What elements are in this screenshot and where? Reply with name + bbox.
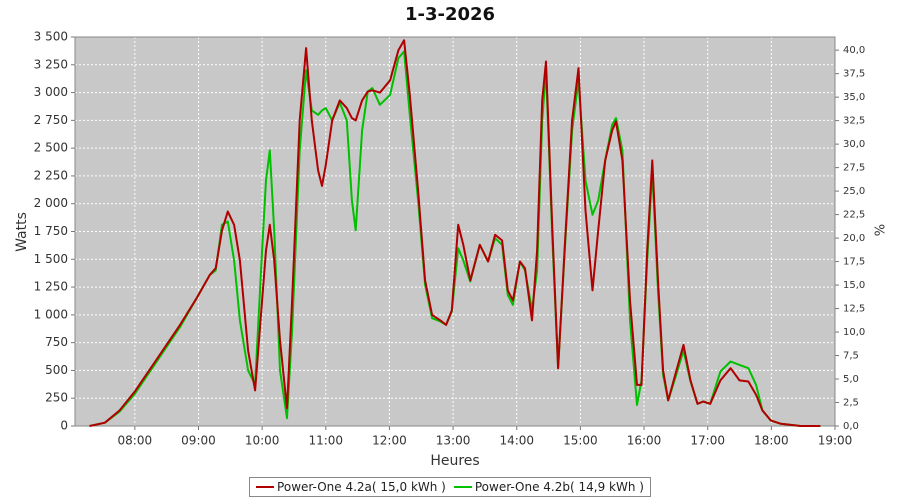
y-tick-label: 2 250 bbox=[34, 168, 68, 182]
y2-tick-label: 7,5 bbox=[843, 351, 859, 362]
y2-tick-label: 5,0 bbox=[843, 374, 859, 385]
y-tick-label: 3 000 bbox=[34, 85, 68, 99]
y2-tick-label: 27,5 bbox=[843, 163, 865, 174]
legend-label: Power-One 4.2a( 15,0 kWh ) bbox=[277, 480, 446, 494]
y-tick-label: 500 bbox=[45, 363, 68, 377]
legend-item: Power-One 4.2b( 14,9 kWh ) bbox=[453, 480, 644, 494]
y2-tick-label: 25,0 bbox=[843, 186, 865, 197]
x-tick-label: 17:00 bbox=[690, 434, 725, 448]
y2-tick-label: 15,0 bbox=[843, 280, 865, 291]
x-tick-label: 08:00 bbox=[118, 434, 153, 448]
x-tick-label: 13:00 bbox=[436, 434, 471, 448]
y2-tick-label: 10,0 bbox=[843, 327, 865, 338]
legend-swatch bbox=[256, 486, 275, 488]
x-axis-label: Heures bbox=[430, 453, 479, 469]
y-tick-label: 750 bbox=[45, 335, 68, 349]
x-tick-label: 19:00 bbox=[818, 434, 853, 448]
x-tick-label: 10:00 bbox=[245, 434, 280, 448]
y-tick-label: 0 bbox=[60, 419, 68, 433]
y2-tick-label: 30,0 bbox=[843, 139, 865, 150]
y2-tick-label: 37,5 bbox=[843, 69, 865, 80]
y-tick-label: 2 000 bbox=[34, 196, 68, 210]
y-tick-label: 1 000 bbox=[34, 307, 68, 321]
y-tick-label: 1 500 bbox=[34, 252, 68, 266]
y-tick-label: 250 bbox=[45, 391, 68, 405]
legend-label: Power-One 4.2b( 14,9 kWh ) bbox=[474, 480, 644, 494]
x-tick-label: 14:00 bbox=[499, 434, 534, 448]
x-tick-label: 15:00 bbox=[563, 434, 598, 448]
y2-tick-label: 2,5 bbox=[843, 398, 859, 409]
y2-axis-label: % bbox=[874, 224, 889, 236]
y2-tick-label: 12,5 bbox=[843, 304, 865, 315]
y-axis-label: Watts bbox=[14, 212, 30, 252]
y2-tick-label: 17,5 bbox=[843, 257, 865, 268]
y-tick-label: 3 500 bbox=[34, 30, 68, 44]
y-tick-label: 3 250 bbox=[34, 57, 68, 71]
x-tick-label: 18:00 bbox=[754, 434, 789, 448]
x-tick-label: 09:00 bbox=[181, 434, 216, 448]
x-tick-label: 12:00 bbox=[372, 434, 407, 448]
y2-tick-label: 22,5 bbox=[843, 210, 865, 221]
legend-item: Power-One 4.2a( 15,0 kWh ) bbox=[256, 480, 446, 494]
y2-tick-label: 20,0 bbox=[843, 233, 865, 244]
x-tick-label: 16:00 bbox=[627, 434, 662, 448]
y-tick-label: 1 750 bbox=[34, 224, 68, 238]
legend-swatch bbox=[453, 486, 472, 488]
y2-tick-label: 35,0 bbox=[843, 92, 865, 103]
legend: Power-One 4.2a( 15,0 kWh ) Power-One 4.2b… bbox=[0, 477, 900, 497]
y-tick-label: 1 250 bbox=[34, 280, 68, 294]
y2-tick-label: 32,5 bbox=[843, 116, 865, 127]
legend-box: Power-One 4.2a( 15,0 kWh ) Power-One 4.2b… bbox=[249, 477, 651, 497]
chart-title: 1-3-2026 bbox=[405, 4, 495, 25]
y-tick-label: 2 750 bbox=[34, 113, 68, 127]
y-tick-label: 2 500 bbox=[34, 141, 68, 155]
y2-tick-label: 40,0 bbox=[843, 45, 865, 56]
series-line bbox=[89, 39, 821, 427]
y2-tick-label: 0,0 bbox=[843, 421, 859, 432]
x-tick-label: 11:00 bbox=[308, 434, 343, 448]
plot-border bbox=[74, 36, 836, 427]
